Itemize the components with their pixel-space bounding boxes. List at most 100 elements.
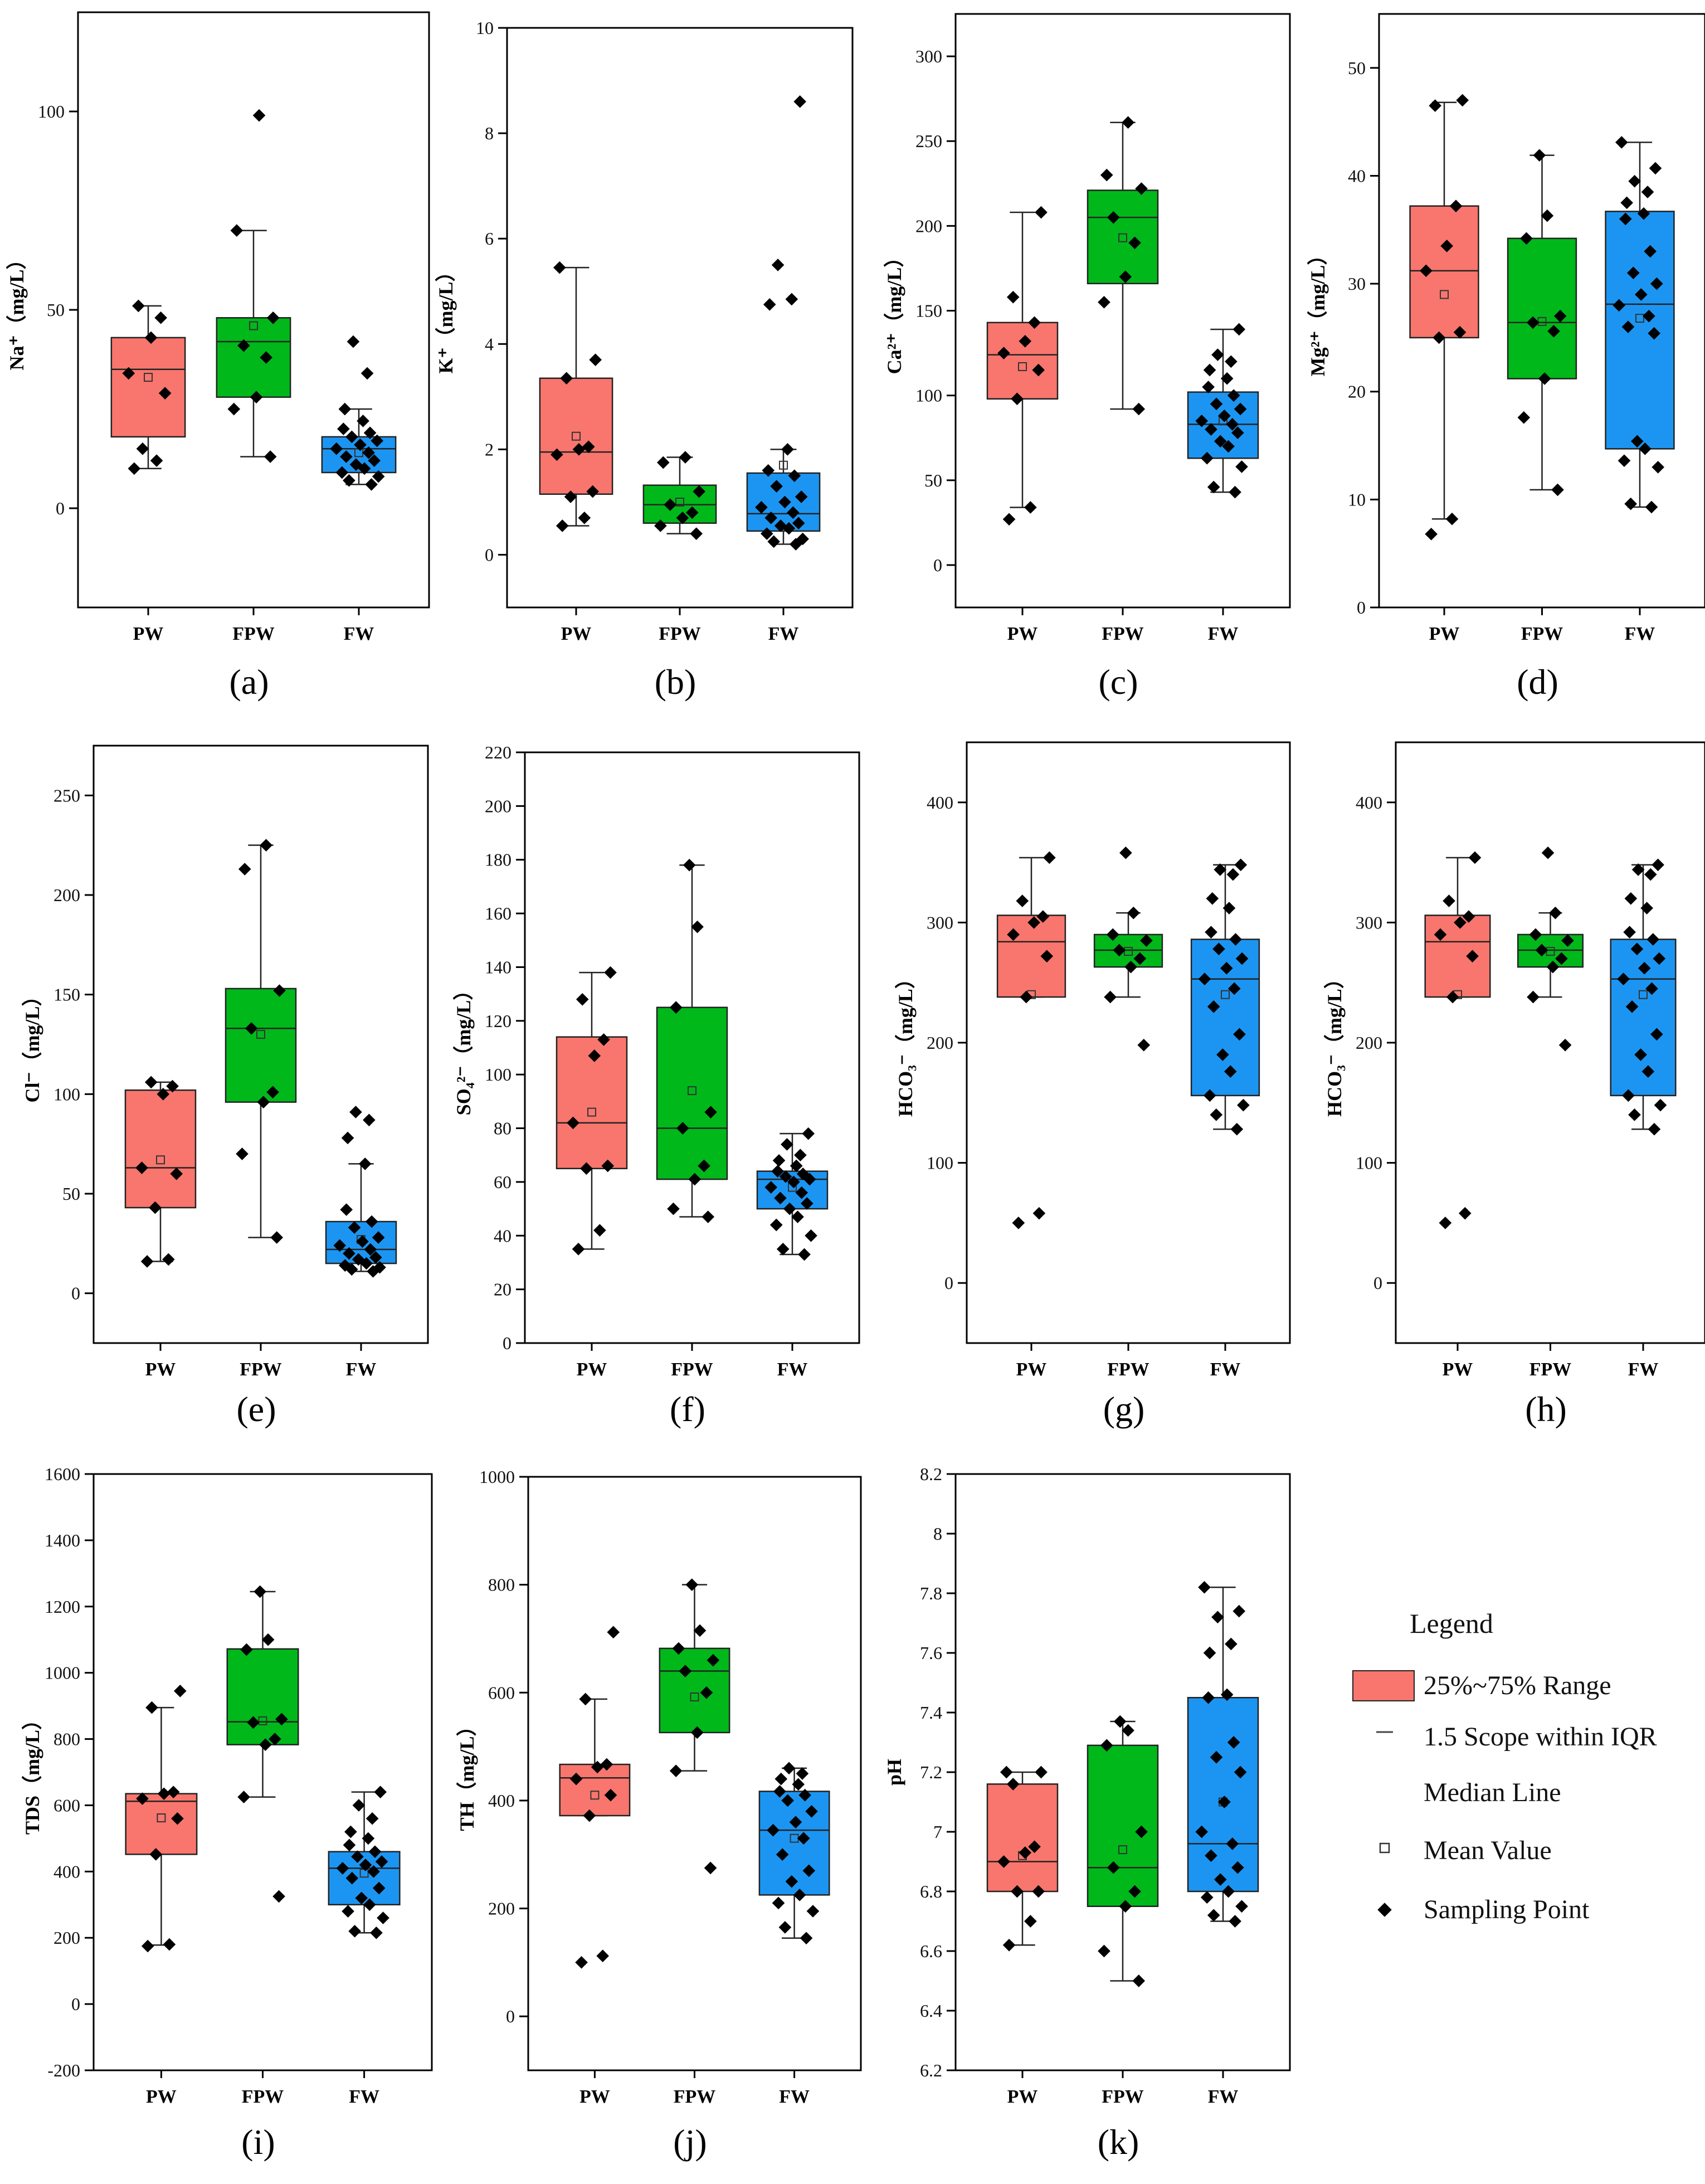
y-tick-label: 30: [1348, 274, 1366, 294]
sampling-point: [1205, 926, 1217, 938]
panel-caption: (a): [229, 662, 269, 702]
sampling-point: [128, 462, 141, 475]
sampling-point: [259, 1738, 272, 1751]
y-tick-label: 1200: [45, 1597, 80, 1617]
y-tick-label: 0: [1357, 597, 1366, 617]
mean-marker: [156, 1155, 165, 1165]
sampling-point: [247, 1716, 260, 1729]
sampling-point: [764, 511, 778, 524]
sampling-point: [333, 1239, 347, 1252]
box-pw: [125, 1793, 198, 1855]
sampling-point: [272, 1890, 285, 1903]
sampling-point: [363, 1113, 376, 1127]
y-tick-label: -200: [47, 2060, 80, 2080]
sampling-point: [767, 1823, 780, 1837]
y-tick-label: 2: [485, 439, 494, 459]
x-tick-label-pw: PW: [577, 1359, 607, 1380]
sampling-point: [1132, 402, 1146, 416]
panel-k: 6.2 6.4 6.6 6.8 7 7.2 7.4 7.6 7.8 8 8.2 pH PW FPW FW (k…: [883, 1464, 1291, 2162]
sampling-point: [669, 1001, 683, 1014]
sampling-point: [1233, 323, 1246, 336]
sampling-point: [1202, 1691, 1215, 1704]
sampling-point: [667, 1202, 680, 1215]
y-tick-label: 180: [485, 850, 512, 870]
x-tick-label-fw: FW: [1208, 624, 1239, 644]
sampling-point: [1035, 1765, 1048, 1779]
y-tick-label: 150: [53, 985, 80, 1005]
y-tick-label: 50: [47, 300, 65, 320]
sampling-point: [266, 311, 280, 324]
sampling-point: [1205, 423, 1217, 436]
panel-caption: (h): [1525, 1389, 1567, 1429]
sampling-point: [774, 1772, 788, 1786]
sampling-point: [762, 464, 775, 477]
sampling-point: [1652, 858, 1664, 872]
x-tick-label-pw: PW: [561, 624, 592, 644]
y-tick-label: 7.8: [920, 1583, 942, 1603]
sampling-point: [1006, 1778, 1020, 1791]
panel-c: 0 50 100 150 200 250 300 Ca²⁺（mg/L） PW FPW FW (c): [883, 13, 1291, 702]
sampling-point: [1635, 288, 1648, 301]
sampling-point: [1624, 497, 1637, 510]
y-tick-label: 200: [927, 1033, 953, 1053]
y-tick-label: 0: [944, 1273, 953, 1293]
sampling-point: [344, 1825, 357, 1838]
sampling-point: [771, 259, 785, 271]
sampling-point: [1640, 902, 1653, 915]
sampling-point: [593, 1224, 606, 1237]
y-tick-label: 400: [1356, 792, 1382, 813]
sampling-point: [1622, 1089, 1635, 1102]
y-tick-label: 7.4: [920, 1703, 942, 1723]
y-tick-label: 6: [485, 228, 494, 249]
sampling-point: [266, 1086, 279, 1099]
sampling-point: [664, 498, 676, 511]
y-tick-label: 600: [53, 1795, 80, 1815]
y-tick-label: 100: [1356, 1153, 1382, 1173]
sampling-point: [763, 298, 776, 311]
box-fw: [1187, 1697, 1259, 1893]
sampling-point: [1104, 990, 1117, 1004]
sampling-point: [268, 1733, 281, 1745]
sampling-point: [785, 1875, 798, 1888]
sampling-point: [672, 1642, 685, 1655]
sampling-point: [1637, 207, 1650, 220]
sampling-point: [1113, 943, 1126, 957]
sampling-point: [702, 1210, 715, 1223]
sampling-point: [1517, 411, 1531, 424]
sampling-point: [572, 1243, 585, 1256]
y-tick-label: 6.4: [920, 2001, 942, 2021]
sampling-point: [1645, 982, 1658, 995]
sampling-point: [343, 1247, 355, 1260]
sampling-point: [356, 1235, 369, 1248]
sampling-point: [781, 443, 794, 456]
y-tick-label: 1000: [45, 1663, 80, 1683]
y-axis-label: Cl⁻（mg/L）: [21, 986, 43, 1102]
sampling-point: [1124, 960, 1137, 974]
sampling-point: [1226, 418, 1239, 431]
sampling-point: [795, 490, 808, 503]
y-tick-label: 4: [485, 334, 494, 354]
sampling-point: [345, 430, 358, 444]
sampling-point: [801, 1197, 813, 1210]
sampling-point: [1468, 851, 1482, 864]
x-tick-label-fw: FW: [346, 1359, 377, 1380]
sampling-point: [1648, 1122, 1661, 1136]
y-tick-label: 800: [53, 1729, 80, 1749]
y-tick-label: 60: [494, 1172, 512, 1192]
x-tick-label-fpw: FPW: [1521, 624, 1563, 644]
y-tick-label: 80: [494, 1118, 512, 1139]
sampling-point: [1210, 1108, 1223, 1121]
y-tick-label: 0: [933, 555, 942, 575]
y-tick-label: 200: [53, 1928, 80, 1948]
y-tick-label: 20: [1348, 382, 1366, 402]
mean-marker: [249, 321, 258, 330]
sampling-point: [1211, 348, 1224, 361]
sampling-point: [170, 1167, 183, 1180]
sampling-point: [1628, 1108, 1641, 1121]
mean-marker: [258, 1716, 267, 1725]
y-tick-label: 1600: [45, 1464, 80, 1484]
mean-marker: [1221, 990, 1230, 999]
sampling-point: [149, 1848, 163, 1861]
sampling-point: [773, 1785, 786, 1798]
y-tick-label: 0: [56, 498, 65, 518]
